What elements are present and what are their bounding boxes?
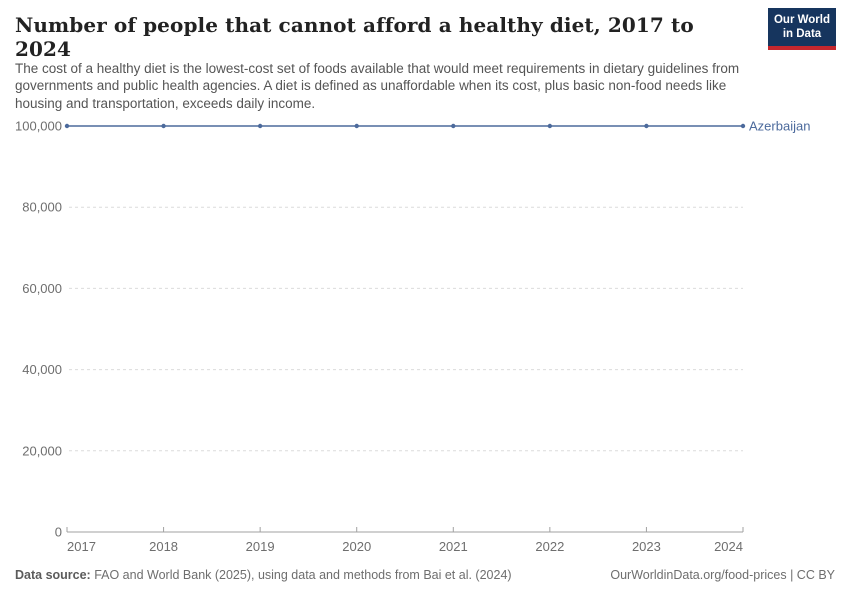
y-axis-tick-label: 80,000 — [22, 200, 62, 215]
x-axis-tick-label: 2023 — [632, 539, 661, 554]
series-point — [547, 123, 553, 129]
chart-subtitle: The cost of a healthy diet is the lowest… — [15, 61, 740, 111]
x-axis-tick-label: 2024 — [714, 539, 743, 554]
y-axis-tick-label: 0 — [55, 525, 62, 540]
footer-license: | CC BY — [786, 568, 835, 582]
x-axis-tick-label: 2021 — [439, 539, 468, 554]
x-axis-tick-label: 2018 — [149, 539, 178, 554]
series-point — [644, 123, 649, 129]
chart-footer: Data source: FAO and World Bank (2025), … — [15, 568, 835, 582]
series-label-azerbaijan[interactable]: Azerbaijan — [749, 119, 810, 134]
x-axis-tick-label: 2022 — [535, 539, 564, 554]
series-point — [740, 123, 746, 129]
page-title: Number of people that cannot afford a he… — [15, 13, 694, 61]
owid-logo[interactable]: Our World in Data — [768, 8, 836, 50]
footer-credits: OurWorldinData.org/food-prices | CC BY — [610, 568, 835, 582]
y-axis-tick-label: 100,000 — [15, 119, 62, 134]
x-axis-tick-label: 2020 — [342, 539, 371, 554]
data-source-label: Data source: — [15, 568, 91, 582]
owid-logo-line2: in Data — [782, 28, 822, 40]
owid-logo-line1: Our World — [773, 13, 830, 26]
data-source: Data source: FAO and World Bank (2025), … — [15, 568, 512, 582]
y-axis-tick-label: 60,000 — [22, 281, 62, 296]
y-axis-tick-label: 20,000 — [22, 443, 62, 458]
x-axis-tick-label: 2019 — [246, 539, 275, 554]
series-point — [64, 123, 70, 129]
data-source-text: FAO and World Bank (2025), using data an… — [90, 568, 512, 582]
footer-link[interactable]: OurWorldinData.org/food-prices — [610, 568, 787, 582]
series-point — [161, 123, 166, 129]
line-chart: 0 20,000 40,000 60,000 80,000 100,000 2017 2018… — [15, 119, 810, 555]
series-point — [451, 123, 456, 129]
y-axis-tick-label: 40,000 — [22, 362, 62, 377]
x-axis-tick-label: 2017 — [67, 539, 96, 554]
series-point — [257, 123, 263, 129]
series-point — [354, 123, 359, 129]
